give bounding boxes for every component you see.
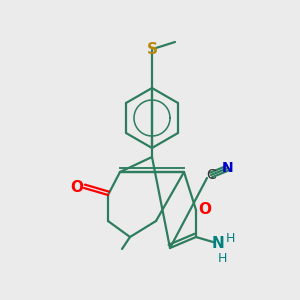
Text: S: S — [146, 43, 158, 58]
Text: N: N — [212, 236, 224, 251]
Text: O: O — [199, 202, 212, 217]
Text: O: O — [70, 181, 83, 196]
Text: H: H — [217, 251, 227, 265]
Text: C: C — [206, 168, 216, 182]
Text: N: N — [222, 161, 234, 175]
Text: H: H — [225, 232, 235, 244]
